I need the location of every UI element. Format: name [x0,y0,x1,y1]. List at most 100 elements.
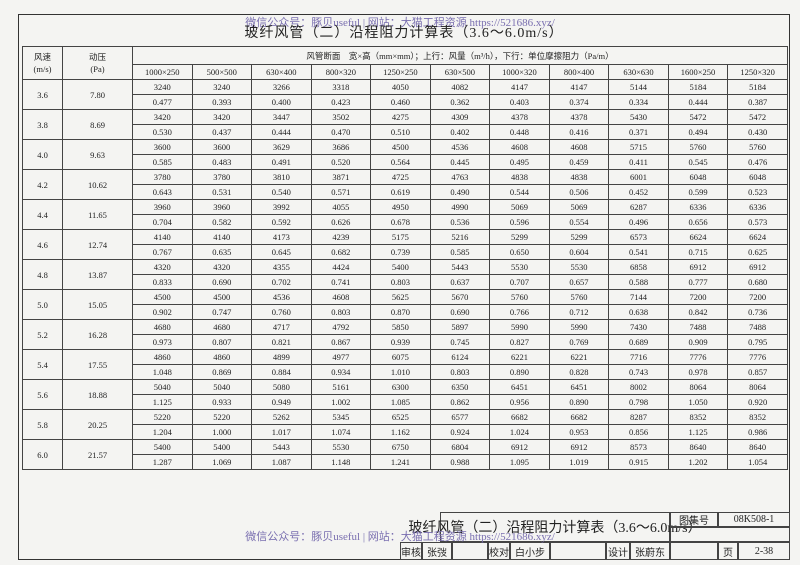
friction: 0.803 [429,364,491,380]
airflow: 4355 [251,259,312,275]
friction: 0.856 [608,424,669,440]
airflow: 3992 [251,199,312,215]
friction: 0.452 [608,184,669,200]
airflow: 3810 [251,169,312,185]
friction: 0.448 [489,124,550,140]
airflow: 6573 [608,229,669,245]
speed: 4.2 [22,169,63,200]
pressure-label: 动压 [88,52,106,62]
friction: 1.024 [489,424,550,440]
friction: 0.702 [251,274,312,290]
airflow: 5760 [667,139,729,155]
friction: 0.423 [310,94,372,110]
pressure: 11.65 [62,199,133,230]
airflow: 5400 [132,439,193,455]
friction: 0.460 [370,94,431,110]
friction: 0.491 [251,154,312,170]
airflow: 5443 [251,439,312,455]
airflow: 6750 [370,439,431,455]
friction: 0.585 [132,154,193,170]
friction: 0.531 [191,184,253,200]
friction: 0.371 [608,124,669,140]
airflow-row: 4.0 9.63 3600 3600 3629 3686 4500 4536 4608 4608 5… [22,139,788,170]
signature [670,542,718,560]
friction-row: 0.585 0.483 0.491 0.520 0.564 0.445 0.495 0.459… [23,154,788,170]
airflow: 6221 [489,349,550,365]
friction: 0.767 [132,244,193,260]
airflow: 6912 [489,439,550,455]
signature [550,542,606,560]
speed: 5.6 [22,379,63,410]
speed: 4.0 [22,139,63,170]
airflow: 4977 [310,349,372,365]
friction: 1.019 [548,454,610,470]
friction: 0.402 [429,124,491,140]
airflow: 5161 [310,379,372,395]
friction: 0.540 [251,184,312,200]
friction: 0.656 [667,214,729,230]
friction: 0.821 [251,334,312,350]
airflow-row: 4.2 10.62 3780 3780 3810 3871 4725 4763 4838 4838… [22,169,788,200]
friction: 0.795 [727,334,788,350]
speed: 5.2 [22,319,63,350]
airflow: 3780 [191,169,253,185]
friction: 0.445 [429,154,491,170]
airflow: 6624 [667,229,729,245]
airflow: 5262 [251,409,312,425]
pressure: 9.63 [62,139,133,170]
friction: 0.362 [429,94,491,110]
airflow: 6451 [489,379,550,395]
airflow: 4608 [489,139,550,155]
airflow: 6048 [727,169,788,185]
friction: 0.494 [667,124,729,140]
friction: 0.689 [608,334,669,350]
airflow: 4763 [429,169,491,185]
friction: 0.470 [310,124,372,140]
friction: 1.162 [370,424,431,440]
friction: 0.953 [548,424,610,440]
pressure: 20.25 [62,409,133,440]
airflow: 4680 [132,319,193,335]
friction: 0.884 [251,364,312,380]
friction-row: 0.767 0.635 0.645 0.682 0.739 0.585 0.650 0.604… [23,244,788,260]
pressure: 21.57 [62,439,133,470]
friction: 1.241 [370,454,431,470]
airflow: 5530 [310,439,372,455]
friction: 0.411 [608,154,669,170]
pressure: 13.87 [62,259,133,290]
airflow-row: 5.2 16.28 4680 4680 4717 4792 5850 5897 5990 5990… [22,319,788,350]
friction: 0.571 [310,184,372,200]
speed: 5.0 [22,289,63,320]
airflow-row: 4.6 12.74 4140 4140 4173 4239 5175 5216 5299 5299… [22,229,788,260]
airflow: 4320 [191,259,253,275]
friction: 0.545 [667,154,729,170]
friction: 0.334 [608,94,669,110]
airflow: 6221 [548,349,610,365]
airflow: 8352 [667,409,729,425]
friction: 0.643 [132,184,193,200]
friction: 0.638 [608,304,669,320]
friction: 0.403 [489,94,550,110]
friction: 0.476 [727,154,788,170]
friction: 0.592 [251,214,312,230]
friction: 0.510 [370,124,431,140]
airflow: 4500 [370,139,431,155]
friction: 0.506 [548,184,610,200]
friction: 1.204 [132,424,193,440]
friction: 0.495 [489,154,550,170]
friction: 0.715 [667,244,729,260]
friction: 0.582 [191,214,253,230]
pressure-header: 动压 (Pa) [62,46,133,80]
airflow: 4378 [548,109,610,125]
airflow: 5715 [608,139,669,155]
airflow: 6124 [429,349,491,365]
friction: 0.635 [191,244,253,260]
friction-row: 0.643 0.531 0.540 0.571 0.619 0.490 0.544 0.506… [23,184,788,200]
airflow: 6682 [489,409,550,425]
airflow: 3960 [132,199,193,215]
airflow: 4725 [370,169,431,185]
friction: 0.712 [548,304,610,320]
friction: 0.430 [727,124,788,140]
airflow: 7200 [727,289,788,305]
airflow: 4140 [132,229,193,245]
